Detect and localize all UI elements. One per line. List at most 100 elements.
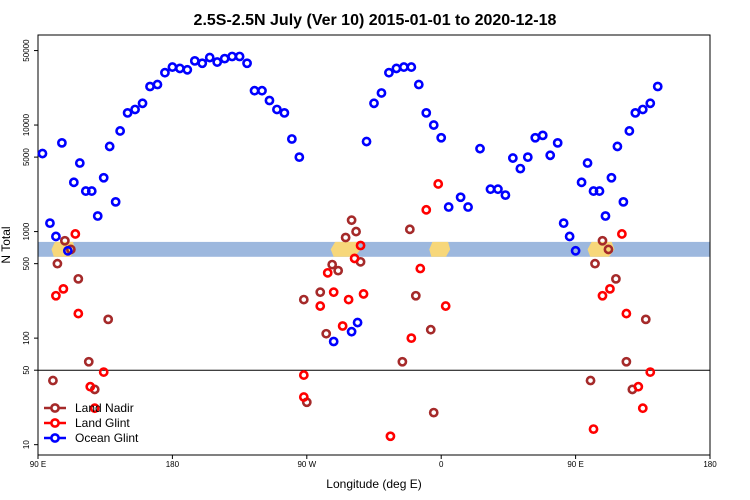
data-point [640,314,651,325]
data-point [637,403,648,414]
data-point [410,290,421,301]
data-point [279,108,290,118]
data-point [74,158,85,168]
data-point [606,172,617,183]
legend-marker [50,418,60,428]
data-point [594,186,605,196]
data-point [351,226,361,237]
data-point [597,235,608,246]
x-tick-label: 180 [166,460,180,469]
data-point [391,63,402,74]
data-point [346,326,357,337]
data-point [48,375,58,386]
data-point [298,294,309,305]
data-point [522,152,533,163]
y-axis: 10 50 100 500 1000 5000 10000 50000 [22,39,38,449]
data-point [493,184,503,195]
data-point [294,152,305,163]
data-point [68,177,79,188]
data-point [428,120,439,130]
data-point [600,211,611,221]
data-point [104,141,115,152]
data-point [182,64,193,75]
map-ocean [38,241,710,257]
map-land [429,241,451,257]
data-point [257,85,267,96]
data-point [624,126,635,136]
data-point [110,196,121,207]
y-tick-label: 10000 [22,113,31,136]
x-tick-label: 90 W [297,460,316,469]
data-point [315,287,326,298]
legend-label: Ocean Glint [75,431,139,445]
map-land [330,241,361,257]
data-point [145,81,155,92]
data-point [333,265,344,276]
y-tick-label: 100 [22,331,31,345]
data-point [328,336,339,347]
data-point [369,98,379,109]
data-point [234,51,245,62]
data-point [70,229,81,239]
y-tick-label: 5000 [22,148,31,166]
data-point [45,218,55,229]
data-point [421,108,432,118]
data-point [603,244,614,255]
data-point [352,317,363,328]
data-point [37,148,48,159]
y-tick-label: 10 [22,440,31,449]
legend-label: Land Nadir [75,401,134,415]
y-axis-label: N Total [0,226,13,263]
data-point [564,231,575,242]
data-point [98,367,109,377]
data-point [397,356,408,367]
data-point [219,53,230,64]
data-point [507,153,518,163]
data-point [89,403,100,414]
data-point [455,192,466,203]
data-point [167,62,178,72]
data-point [425,324,436,335]
data-point [227,51,238,62]
data-point [85,381,96,392]
data-point [86,186,97,196]
data-point [585,375,596,386]
data-point [398,62,409,72]
data-point [340,232,351,243]
data-point [204,52,215,63]
data-point [264,95,275,106]
data-point [406,62,417,72]
data-point [537,130,548,141]
plot-frame [37,34,711,456]
data-point [298,370,309,380]
data-point [115,126,126,136]
data-point [570,245,581,256]
data-point [58,283,69,294]
data-point [249,85,260,96]
x-tick-label: 180 [703,460,717,469]
data-point [56,137,67,148]
data-point [337,321,348,331]
data-point [349,253,360,264]
data-points [37,51,663,442]
data-point [545,150,556,161]
data-point [618,196,629,207]
data-point [421,204,432,215]
data-point [122,108,133,118]
data-point [515,163,526,174]
data-point [212,57,223,67]
data-point [327,259,338,270]
data-point [384,67,394,78]
data-point [415,263,426,274]
data-point [51,231,61,242]
data-point [286,134,297,144]
data-point [621,308,632,319]
data-point [59,235,70,246]
data-point [597,290,608,301]
data-point [637,104,648,115]
data-point [611,273,621,284]
data-point [298,392,309,402]
data-point [436,132,447,143]
data-point [160,67,170,78]
x-tick-label: 90 E [567,460,583,469]
